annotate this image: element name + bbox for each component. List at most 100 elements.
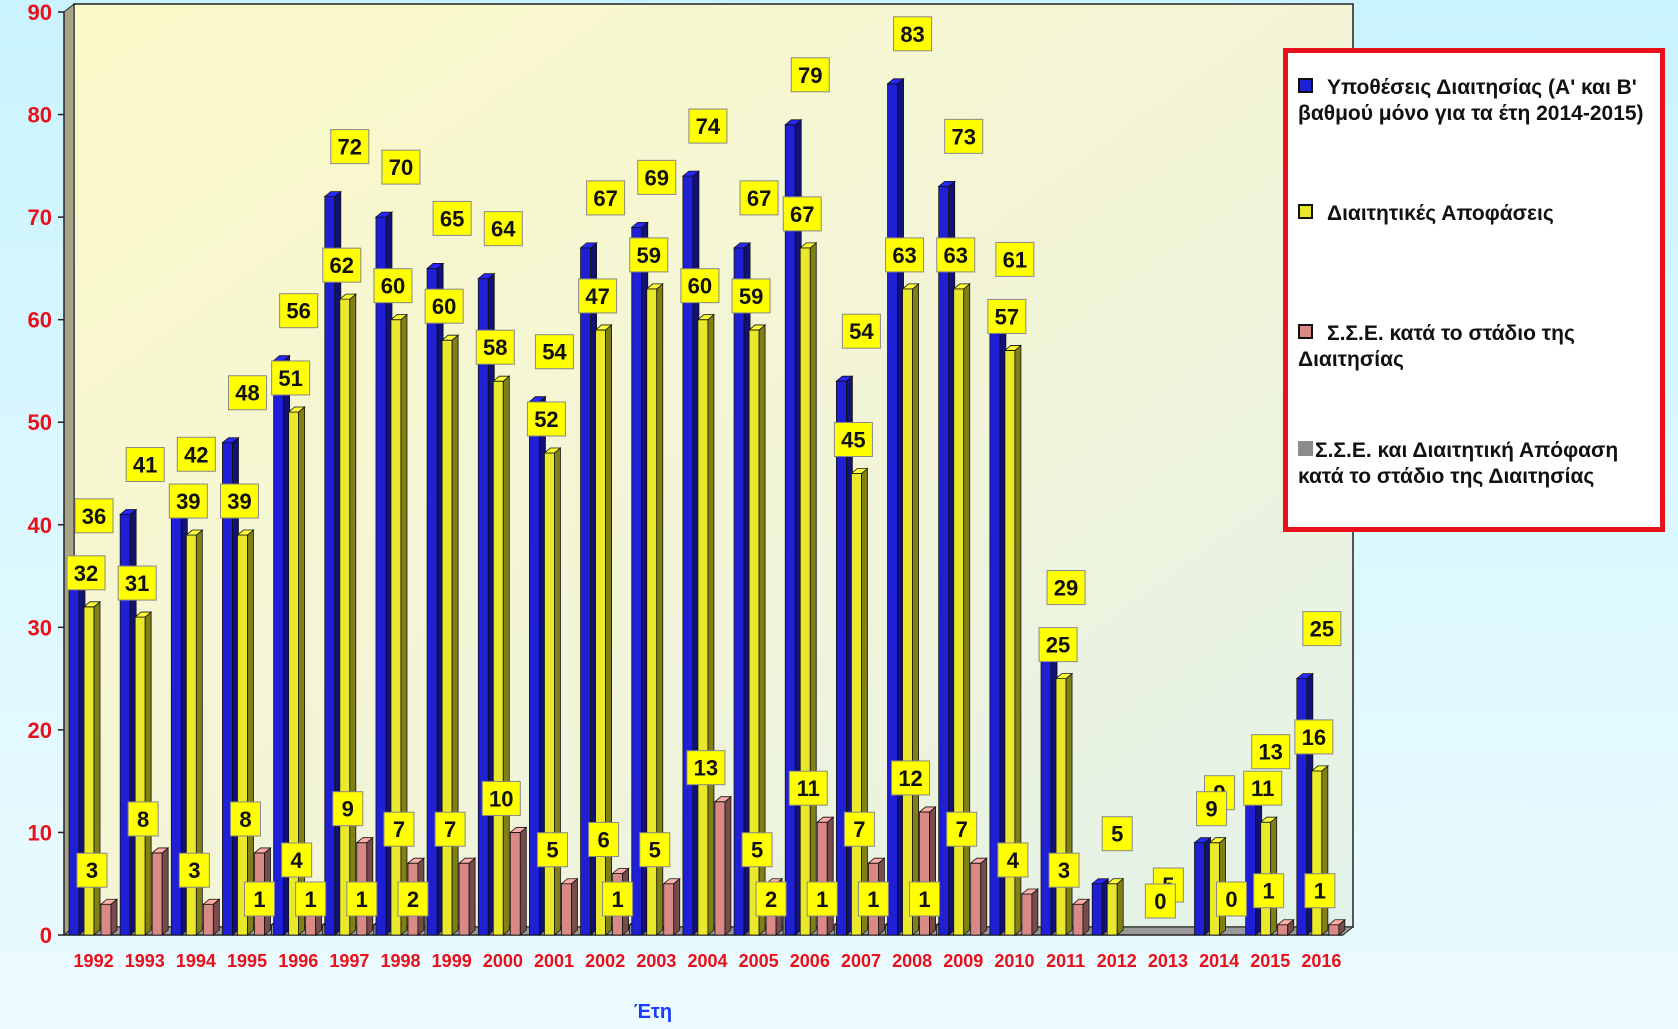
x-tick-label: 2013	[1148, 951, 1188, 971]
data-label-s1-2011: 29	[1054, 576, 1078, 601]
data-label-s4-1997-box	[346, 881, 378, 917]
data-label-s3-2005-box	[741, 832, 773, 868]
data-label-s2-1993-box	[117, 565, 157, 601]
data-label-s3-1992: 3	[86, 858, 98, 883]
bar-s3-2001	[560, 877, 579, 936]
data-label-s3-2000: 10	[489, 786, 513, 811]
bar-s1-2000	[477, 272, 496, 936]
bar-s2-2006	[799, 242, 818, 936]
data-label-s3-2010-box	[997, 842, 1029, 878]
x-tick-label: 2011	[1046, 951, 1085, 971]
x-tick-label: 2008	[892, 951, 932, 971]
data-label-s3-2008-box	[891, 760, 931, 796]
data-label-s4-1998: 2	[407, 887, 419, 912]
legend-item-sse: Σ.Σ.Ε. κατά το στάδιο της Διαιτησίας	[1298, 321, 1652, 373]
bar-s2-2011	[1054, 672, 1074, 936]
data-label-s2-2007-box	[833, 422, 873, 457]
data-label-s2-2003-box	[629, 237, 669, 273]
data-label-s3-1999: 7	[444, 817, 456, 842]
bar-s1-2011	[1039, 631, 1059, 936]
bar-s2-2009	[952, 283, 971, 936]
data-label-s2-2014-box	[1196, 791, 1228, 827]
bar-s1-1998	[374, 211, 394, 936]
data-label-s2-2015: 11	[1251, 776, 1274, 801]
y-tick-label: 10	[28, 820, 52, 845]
data-label-s1-1992: 36	[82, 504, 106, 529]
data-label-s1-2006: 79	[798, 63, 822, 88]
y-tick-label: 30	[28, 615, 52, 640]
data-label-s3-2004-box	[686, 750, 726, 786]
legend-item-cases: Υποθέσεις Διαιτησίας (Α' και Β' βαθμού μ…	[1298, 75, 1652, 127]
data-label-s3-1993-box	[127, 801, 159, 837]
data-label-s3-1995: 8	[239, 807, 251, 832]
data-label-s3-2009: 7	[956, 817, 968, 842]
y-tick-label: 20	[28, 718, 52, 743]
data-label-s4-1995-box	[243, 881, 275, 917]
data-label-s4-1996-box	[295, 881, 327, 917]
data-label-s3-1995-box	[229, 801, 261, 837]
bar-s1-2007	[835, 375, 854, 936]
data-label-s3-2006-box	[788, 770, 828, 806]
data-label-s2-1994: 39	[176, 489, 200, 514]
data-label-s1-1999-box	[432, 200, 472, 236]
data-label-s1-1996-box	[279, 293, 319, 329]
x-tick-label: 2003	[636, 951, 676, 971]
bar-s3-2004	[713, 795, 733, 936]
x-tick-label: 2002	[585, 951, 625, 971]
data-label-s2-2004-box	[680, 268, 720, 304]
x-tick-label: 2000	[483, 951, 523, 971]
data-label-s1-1998-box	[381, 149, 421, 185]
data-label-s2-1992: 32	[74, 561, 98, 586]
data-label-s2-2003: 59	[637, 243, 661, 268]
bar-s3-2006	[816, 816, 835, 936]
data-label-s2-2011-box	[1038, 627, 1078, 663]
x-tick-label: 1994	[176, 951, 216, 971]
data-label-s2-2009-box	[936, 237, 976, 273]
bar-s3-2010	[1020, 888, 1039, 936]
data-label-s4-2006: 1	[816, 887, 828, 912]
data-label-s3-1997: 9	[342, 797, 354, 822]
x-tick-label: 1996	[278, 951, 318, 971]
bar-s2-2003	[645, 283, 664, 936]
legend-swatch-pink	[1298, 324, 1313, 339]
data-label-s3-2006: 11	[797, 776, 820, 801]
bar-s3-1993	[151, 847, 170, 936]
data-label-s1-1993: 41	[133, 453, 157, 478]
data-label-s2-2010-box	[987, 298, 1027, 334]
bar-s3-2015	[1276, 918, 1295, 936]
bar-s1-2004	[681, 170, 701, 936]
data-label-s2-2002: 47	[585, 284, 609, 309]
data-label-s2-2011: 25	[1046, 633, 1070, 658]
data-label-s3-1992-box	[76, 852, 108, 888]
data-label-s1-2004: 74	[696, 114, 721, 139]
data-label-s2-1995: 39	[227, 489, 251, 514]
data-label-s1-2002-box	[586, 180, 626, 216]
data-label-s1-2016: 25	[1310, 617, 1334, 642]
data-label-s2-2007: 45	[841, 428, 865, 453]
data-label-s3-2016-box	[1304, 873, 1336, 909]
data-label-s2-2001-box	[526, 401, 566, 437]
data-label-s4-2002-box	[602, 881, 634, 917]
data-label-s3-2015: 1	[1263, 879, 1275, 904]
data-label-s1-2008: 83	[900, 22, 924, 47]
data-label-s3-1996-box	[281, 842, 313, 878]
x-tick-label: 1995	[227, 951, 267, 971]
data-label-s3-2001: 5	[546, 838, 558, 863]
data-label-s1-1996: 56	[286, 299, 310, 324]
bar-s2-2004	[696, 313, 716, 936]
bar-s3-2003	[662, 877, 681, 936]
data-label-s2-2000-box	[475, 329, 515, 365]
data-label-s3-1999-box	[434, 811, 466, 847]
bar-s3-2009	[969, 857, 988, 936]
legend-label-sse-decision: Σ.Σ.Ε. και Διαιτητική Απόφαση κατά το στ…	[1298, 439, 1619, 488]
data-label-s1-2001: 54	[542, 340, 567, 365]
data-label-s1-1993-box	[125, 447, 165, 483]
data-label-s4-2005-box	[755, 881, 787, 917]
data-label-s1-2012: 5	[1111, 822, 1123, 847]
data-label-s1-2015: 13	[1258, 740, 1282, 765]
data-label-s4-2014: 0	[1225, 887, 1237, 912]
bar-s2-2000	[492, 375, 511, 936]
x-tick-label: 2005	[739, 951, 779, 971]
bar-s3-1992	[99, 898, 119, 936]
data-label-s1-2016-box	[1302, 611, 1342, 647]
